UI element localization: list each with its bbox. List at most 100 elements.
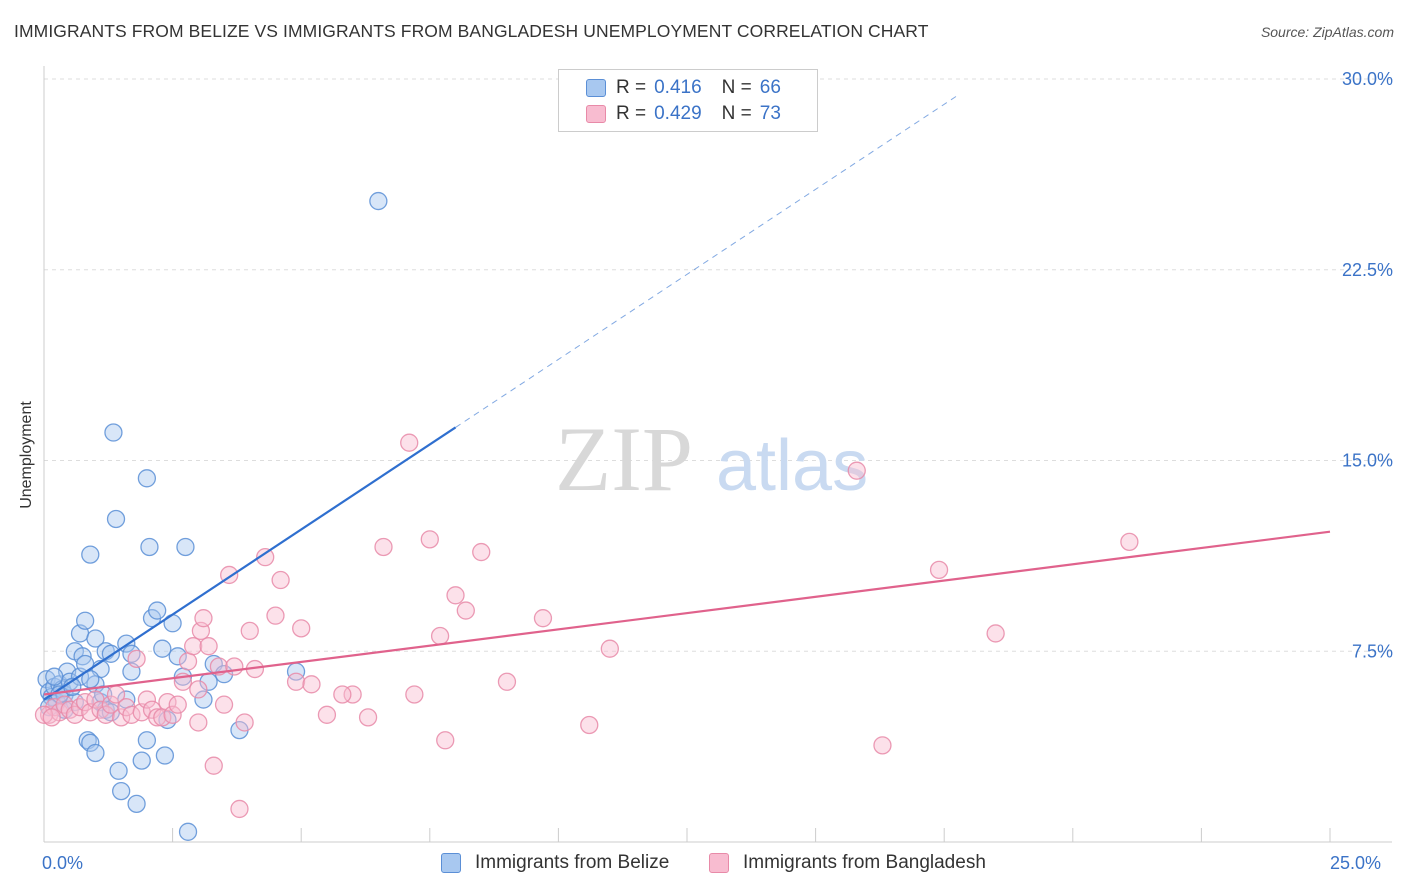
belize-n-value: 66	[759, 77, 781, 98]
data-point	[176, 537, 195, 557]
data-point	[137, 731, 157, 750]
belize-swatch	[586, 79, 606, 97]
data-point	[240, 621, 259, 641]
bangladesh-r-value: 0.429	[654, 103, 702, 124]
data-point	[230, 799, 249, 819]
stats-legend: R = 0.416 N = 66 R = 0.429 N = 73	[558, 69, 818, 132]
legend-item-belize[interactable]: Immigrants from Belize	[441, 852, 669, 874]
data-point	[497, 672, 517, 691]
data-point	[266, 606, 285, 625]
data-point	[446, 586, 465, 605]
y-tick-label: 30.0%	[1342, 69, 1393, 89]
data-point	[178, 652, 198, 671]
y-tick-labels: 30.0% 22.5% 15.0% 7.5%	[1342, 69, 1393, 661]
legend-item-bangladesh[interactable]: Immigrants from Bangladesh	[709, 852, 986, 874]
data-point	[436, 731, 455, 750]
data-point	[580, 715, 599, 735]
bangladesh-legend-swatch	[709, 853, 729, 873]
belize-legend-label: Immigrants from Belize	[475, 852, 670, 873]
data-point	[163, 705, 182, 724]
data-point	[127, 649, 146, 669]
data-point	[127, 794, 146, 813]
data-point	[847, 461, 866, 480]
data-point	[986, 624, 1005, 643]
data-point	[106, 509, 126, 529]
data-point	[155, 746, 175, 765]
data-point	[148, 708, 167, 727]
data-point	[292, 619, 311, 638]
data-point	[317, 705, 337, 724]
data-point	[96, 705, 115, 724]
data-point	[456, 601, 475, 620]
r-label: R =	[616, 77, 647, 98]
data-point	[199, 637, 218, 656]
data-point	[101, 695, 121, 714]
bangladesh-swatch	[586, 105, 606, 123]
data-point	[400, 433, 419, 452]
data-point	[369, 191, 388, 211]
watermark-zip: ZIP	[555, 408, 693, 510]
chart-title: IMMIGRANTS FROM BELIZE VS IMMIGRANTS FRO…	[14, 21, 929, 41]
data-point	[45, 667, 64, 686]
data-point	[153, 639, 172, 658]
series-bangladesh	[34, 433, 1139, 819]
data-point	[405, 685, 424, 704]
data-point	[343, 685, 362, 704]
data-point	[137, 690, 157, 709]
belize-r-value: 0.416	[654, 77, 702, 98]
data-point	[81, 733, 100, 752]
data-point	[42, 708, 61, 727]
trend-line-belize	[43, 426, 457, 701]
data-point	[194, 609, 213, 628]
series-belize	[37, 191, 388, 841]
data-point	[81, 545, 100, 564]
data-point	[302, 675, 321, 694]
trend-line-bangladesh	[43, 530, 1331, 696]
data-point	[286, 672, 306, 691]
data-point	[109, 761, 128, 780]
data-point	[76, 611, 95, 630]
y-tick-label: 22.5%	[1342, 260, 1393, 280]
data-point	[86, 629, 105, 648]
x-tick-label-min: 0.0%	[42, 853, 84, 873]
data-point	[225, 657, 244, 676]
data-point	[112, 781, 131, 801]
data-points	[34, 191, 1139, 841]
data-point	[148, 601, 167, 620]
y-tick-label: 7.5%	[1352, 641, 1393, 661]
data-point	[204, 756, 223, 775]
data-point	[256, 547, 275, 567]
bangladesh-legend-label: Immigrants from Bangladesh	[743, 852, 986, 873]
data-point	[189, 680, 208, 699]
chart-source: Source: ZipAtlas.com	[1260, 24, 1394, 40]
bangladesh-n-value: 73	[759, 103, 781, 124]
stats-legend-row-belize: R = 0.416 N = 66	[586, 76, 781, 100]
data-point	[122, 644, 141, 663]
data-point	[430, 626, 450, 646]
data-point	[189, 713, 208, 732]
watermark-atlas: atlas	[716, 426, 868, 506]
x-tick-label-max: 25.0%	[1330, 853, 1382, 873]
n-label: N =	[721, 103, 752, 124]
r-label: R =	[616, 103, 647, 124]
belize-legend-swatch	[441, 853, 461, 873]
data-point	[137, 469, 157, 488]
data-point	[132, 751, 151, 770]
stats-legend-row-bangladesh: R = 0.429 N = 73	[586, 102, 781, 126]
series-legend: Immigrants from Belize Immigrants from B…	[0, 852, 1406, 878]
data-point	[214, 695, 234, 714]
trend-lines	[43, 93, 1331, 701]
data-point	[235, 713, 254, 732]
n-label: N =	[721, 77, 752, 98]
data-point	[333, 685, 352, 704]
data-point	[374, 537, 393, 557]
data-point	[271, 570, 290, 590]
data-point	[104, 423, 123, 442]
data-point	[86, 743, 105, 763]
data-point	[91, 700, 110, 719]
y-tick-label: 15.0%	[1342, 451, 1393, 471]
data-point	[168, 695, 187, 714]
data-point	[70, 698, 90, 717]
trend-line-belize-extension	[455, 93, 960, 428]
